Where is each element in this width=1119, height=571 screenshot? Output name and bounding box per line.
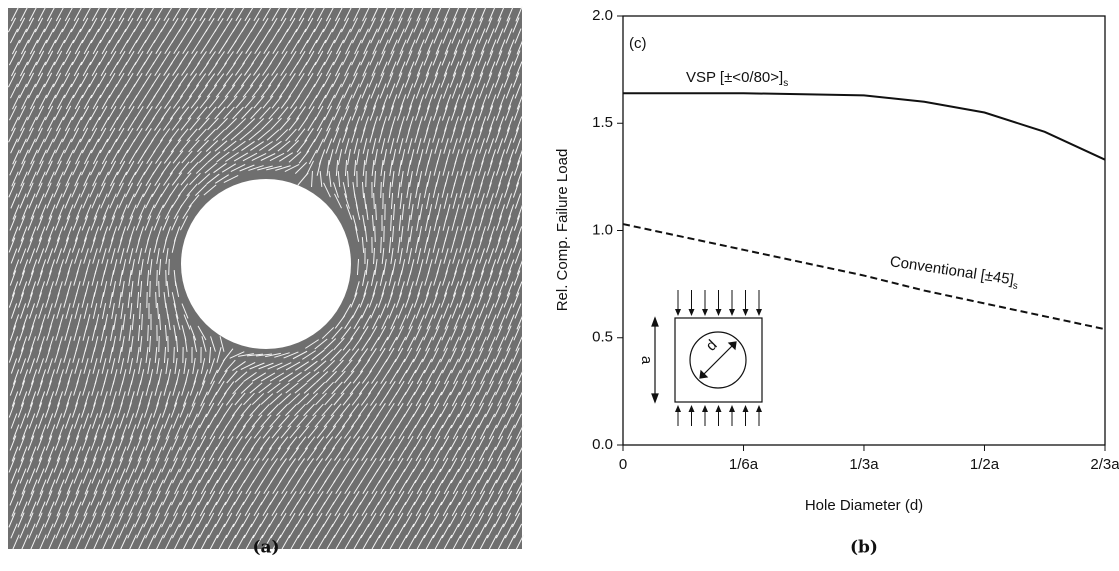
arrow-head: [689, 405, 695, 412]
arrow-head: [729, 309, 735, 316]
arrow-head: [702, 405, 708, 412]
annotation: (c): [629, 35, 647, 52]
series-subscript: s: [783, 78, 788, 89]
arrow-head: [756, 405, 762, 412]
fiber: [148, 325, 149, 341]
series-name: Conventional [±45]: [889, 253, 1015, 288]
y-tick-label: 0.0: [592, 436, 613, 453]
fiber: [159, 281, 160, 297]
y-axis-label: Rel. Comp. Failure Load: [554, 149, 571, 312]
load-arrows: [675, 290, 762, 426]
x-tick-label: 0: [619, 456, 627, 473]
inset: [652, 318, 762, 402]
arrow-head: [702, 309, 708, 316]
y-tick-label: 2.0: [592, 7, 613, 24]
fiber: [169, 259, 170, 275]
fiber: [375, 226, 376, 242]
y-tick-label: 1.0: [592, 221, 613, 238]
fiber: [374, 193, 375, 209]
series-line: [623, 224, 1105, 329]
caption: (a): [252, 538, 279, 558]
arrow-head: [675, 405, 681, 412]
y-tick-label: 1.5: [592, 114, 613, 131]
arrow-head: [716, 309, 722, 316]
arrow-head: [716, 405, 722, 412]
fiber: [156, 292, 157, 308]
x-tick-label: 2/3a: [1090, 456, 1119, 473]
series-subscript: s: [1012, 280, 1019, 292]
x-axis-label: Hole Diameter (d): [805, 497, 923, 514]
y-tick-label: 0.5: [592, 329, 613, 346]
caption: (b): [850, 538, 878, 558]
series-name: VSP [±<0/80>]: [686, 69, 783, 86]
inset-label: d: [703, 337, 721, 355]
series-line: [623, 93, 1105, 159]
series-label: VSP [±<0/80>]s: [686, 69, 788, 89]
arrow-head: [689, 309, 695, 316]
x-tick-label: 1/3a: [849, 456, 879, 473]
fiber: [381, 237, 382, 253]
arrow-head: [729, 405, 735, 412]
hole: [181, 179, 351, 349]
x-tick-label: 1/6a: [729, 456, 759, 473]
arrow-head: [743, 309, 749, 316]
arrow-head: [743, 405, 749, 412]
arrow-head: [756, 309, 762, 316]
fiber: [174, 347, 175, 363]
x-tick-label: 1/2a: [970, 456, 1000, 473]
arrow-head: [675, 309, 681, 316]
inset-label: a: [638, 356, 655, 365]
fiber: [381, 182, 382, 198]
